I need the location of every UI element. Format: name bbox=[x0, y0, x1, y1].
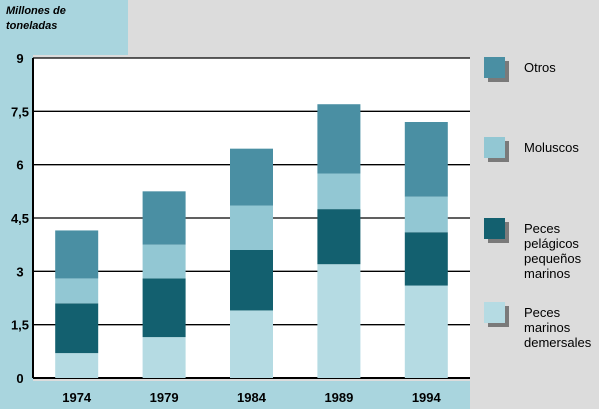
bar-1979-series-1 bbox=[142, 278, 186, 338]
legend-label-2-line-0: Peces bbox=[524, 221, 561, 236]
legend-swatch-3 bbox=[484, 302, 505, 323]
y-tick-label-0: 0 bbox=[16, 371, 23, 386]
x-axis-ticks: 1974 1979 1984 1989 1994 bbox=[62, 390, 441, 405]
label-background-bottom bbox=[0, 381, 470, 409]
legend-swatch-1 bbox=[484, 137, 505, 158]
bar-1989-series-3 bbox=[317, 104, 361, 174]
label-background-top bbox=[0, 0, 128, 55]
legend-swatch-0 bbox=[484, 57, 505, 78]
y-tick-label-5: 7,5 bbox=[11, 104, 29, 119]
bar-1989-series-0 bbox=[317, 264, 361, 378]
legend-label-2-line-2: pequeños bbox=[524, 251, 582, 266]
bar-1979-series-3 bbox=[142, 191, 186, 245]
x-tick-label-1989: 1989 bbox=[324, 390, 353, 405]
bar-1974-series-0 bbox=[55, 353, 99, 378]
y-axis-ticks: 0 1,5 3 4,5 6 7,5 9 bbox=[11, 51, 29, 386]
bar-1994-series-1 bbox=[404, 232, 448, 286]
legend-label-3-line-2: demersales bbox=[524, 335, 592, 350]
legend-label-2-line-1: pelágicos bbox=[524, 236, 579, 251]
bar-1979-series-2 bbox=[142, 244, 186, 279]
legend-label-3-line-1: marinos bbox=[524, 320, 571, 335]
bar-1984-series-1 bbox=[230, 250, 273, 311]
x-tick-label-1974: 1974 bbox=[62, 390, 92, 405]
bar-1984-series-3 bbox=[230, 148, 273, 206]
bar-1974-series-3 bbox=[55, 230, 99, 279]
legend-label-3-line-0: Peces bbox=[524, 305, 561, 320]
bar-1994-series-2 bbox=[404, 196, 448, 233]
bar-1979-series-0 bbox=[142, 337, 186, 378]
x-tick-label-1984: 1984 bbox=[237, 390, 267, 405]
bar-1994-series-0 bbox=[404, 285, 448, 378]
y-tick-label-1: 1,5 bbox=[11, 318, 29, 333]
legend-label-1-line-0: Moluscos bbox=[524, 140, 579, 155]
y-tick-label-3: 4,5 bbox=[11, 211, 29, 226]
bar-1989-series-2 bbox=[317, 173, 361, 210]
bar-1989-series-1 bbox=[317, 209, 361, 265]
bar-1984-series-0 bbox=[230, 310, 273, 378]
bar-1984-series-2 bbox=[230, 205, 273, 250]
legend: OtrosMoluscosPecespelágicospequeñosmarin… bbox=[484, 57, 592, 350]
label-background-left bbox=[0, 55, 33, 409]
y-axis-label: Millones de toneladas bbox=[6, 5, 66, 32]
legend-label-2-line-3: marinos bbox=[524, 266, 571, 281]
legend-label-0-line-0: Otros bbox=[524, 60, 556, 75]
bar-1974-series-2 bbox=[55, 278, 99, 304]
x-tick-label-1979: 1979 bbox=[150, 390, 179, 405]
bar-1994-series-3 bbox=[404, 122, 448, 197]
legend-swatch-2 bbox=[484, 218, 505, 239]
x-tick-label-1994: 1994 bbox=[412, 390, 442, 405]
y-tick-label-6: 9 bbox=[16, 51, 23, 66]
y-tick-label-4: 6 bbox=[16, 158, 23, 173]
bars bbox=[55, 104, 448, 378]
y-tick-label-2: 3 bbox=[16, 264, 23, 279]
bar-1974-series-1 bbox=[55, 303, 99, 354]
